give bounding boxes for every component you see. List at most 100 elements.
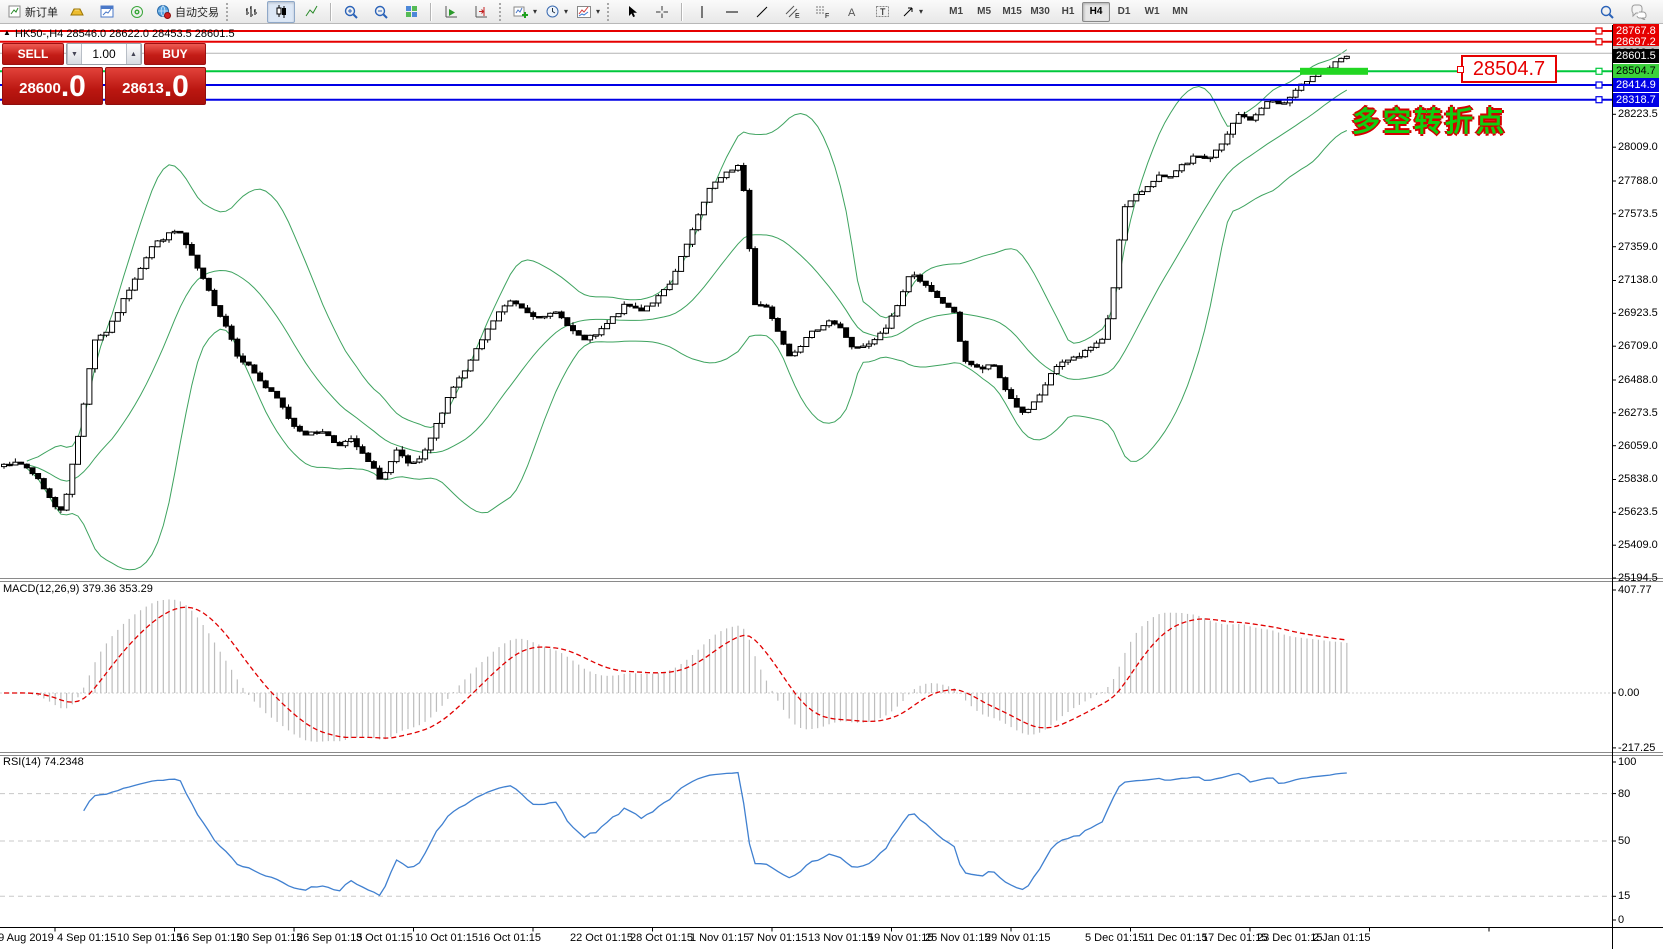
dropdown-caret-icon: ▾ [564,7,569,16]
symbol-ohlc-info: HK50-,H4 28546.0 28622.0 28453.5 28601.5 [15,28,235,40]
macd-indicator-label: MACD(12,26,9) 379.36 353.29 [3,583,153,595]
template-button[interactable]: ▾ [573,1,603,23]
trendline-tool-button[interactable] [748,1,776,23]
candles [1,55,1350,513]
history-center-button[interactable] [63,1,91,23]
timeframe-d1-button[interactable]: D1 [1117,6,1131,17]
timeframe-m15-button[interactable]: M15 [1002,6,1022,17]
timeframe-h1-button[interactable]: H1 [1061,6,1075,17]
dropdown-caret-icon: ▾ [596,7,601,16]
dropdown-caret-icon: ▾ [533,7,538,16]
sell-price-display[interactable]: 28600.0 [2,67,103,105]
search-button[interactable] [1593,1,1621,23]
toolbar-grip[interactable] [499,2,504,21]
tile-windows-icon [404,4,419,19]
text-icon: A [845,5,859,19]
period-button[interactable]: ▾ [542,1,571,23]
toolbar-grip[interactable] [607,2,612,21]
indicators-icon [576,4,592,20]
clock-icon [545,4,560,19]
sell-price-int: 28600 [19,80,61,97]
toolbar: 新订单 自动交易 [0,0,1663,24]
timeframe-h4-button[interactable]: H4 [1082,1,1111,22]
chart-shift-button[interactable] [467,1,495,23]
autotrading-button[interactable]: 自动交易 [153,1,222,23]
new-chart-button[interactable] [93,1,121,23]
bollinger-bands [26,49,1348,571]
timeframe-toolbar: M1 M5 M15 M30 H1 H4 D1 W1 MN [942,1,1194,22]
svg-text:F: F [825,13,829,19]
text-label-tool-button[interactable]: T [868,1,896,23]
auto-scroll-button[interactable] [437,1,465,23]
support-highlight-bar[interactable] [1300,67,1368,75]
gold-ingot-icon [69,4,85,20]
zoom-out-button[interactable] [367,1,395,23]
search-icon [1599,4,1615,20]
signal-button[interactable] [123,1,151,23]
volume-stepper: ▼ ▲ [66,43,142,65]
timeframe-m5-button[interactable]: M5 [977,6,992,17]
channel-tool-button[interactable]: E [778,1,806,23]
arrows-tool-button[interactable]: ▾ [898,1,926,23]
toolbar-grip[interactable] [226,2,231,21]
sell-button[interactable]: SELL [2,43,64,65]
bar-chart-icon [244,4,259,19]
crosshair-tool-button[interactable] [648,1,676,23]
chinese-annotation[interactable]: 多空转折点 [1352,106,1508,137]
vertical-line-icon [695,5,709,19]
add-indicator-button[interactable]: ▾ [510,1,540,23]
vertical-line-tool-button[interactable] [688,1,716,23]
chart-shift-icon [474,4,489,19]
horizontal-line-tool-button[interactable] [718,1,746,23]
rsi-line [83,771,1347,897]
candlestick-icon [274,4,289,19]
price-tag-label[interactable]: 28504.7 [1457,55,1557,83]
fibonacci-tool-button[interactable]: F [808,1,836,23]
cursor-icon [625,5,639,19]
tile-windows-button[interactable] [397,1,425,23]
sell-price-frac: .0 [60,70,86,103]
macd-signal-line [4,606,1347,739]
timeframe-w1-button[interactable]: W1 [1144,6,1160,17]
chat-button[interactable] [1625,1,1653,23]
buy-price-int: 28613 [122,80,164,97]
new-order-label: 新订单 [25,6,58,19]
cursor-tool-button[interactable] [618,1,646,23]
panel-collapse-arrow[interactable]: ▲ [3,28,11,37]
autotrading-label: 自动交易 [175,6,219,19]
text-label-icon: T [875,4,890,19]
timeframe-mn-button[interactable]: MN [1172,6,1188,17]
add-chart-icon [513,4,529,20]
price-level-lines[interactable] [0,27,1612,104]
auto-scroll-icon [444,4,459,19]
crosshair-icon [655,5,669,19]
svg-text:A: A [848,7,856,19]
horizontal-line-icon [725,5,739,19]
svg-text:T: T [880,7,886,17]
equidistant-channel-icon: E [785,4,800,19]
line-chart-mode-button[interactable] [297,1,325,23]
candlestick-mode-button[interactable] [267,0,295,23]
chart-window-icon [99,4,115,20]
buy-button[interactable]: BUY [144,43,206,65]
chart-canvas[interactable] [0,25,1663,949]
macd-histogram [9,599,1348,742]
chat-bubbles-icon [1630,4,1648,20]
bar-chart-mode-button[interactable] [237,1,265,23]
text-tool-button[interactable]: A [838,1,866,23]
buy-price-frac: .0 [163,70,189,103]
timeframe-m1-button[interactable]: M1 [949,6,964,17]
volume-increase-button[interactable]: ▲ [126,44,141,64]
volume-input[interactable] [82,44,126,64]
zoom-in-button[interactable] [337,1,365,23]
volume-decrease-button[interactable]: ▼ [67,44,82,64]
autotrading-globe-icon [156,4,172,20]
new-order-button[interactable]: 新订单 [4,1,61,23]
buy-price-display[interactable]: 28613.0 [105,67,206,105]
new-order-icon [7,4,22,19]
toolbar-separator [681,2,684,21]
zoom-out-icon [373,4,389,20]
line-chart-icon [304,4,319,19]
toolbar-separator [330,2,332,21]
timeframe-m30-button[interactable]: M30 [1030,6,1050,17]
